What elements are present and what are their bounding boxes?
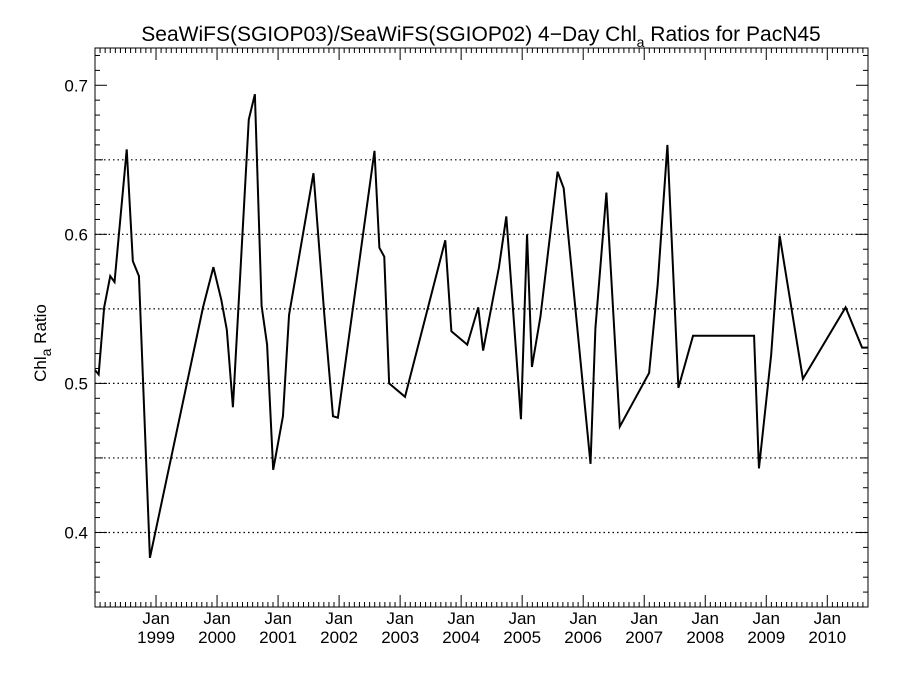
x-tick-month-label: Jan <box>386 609 413 628</box>
y-axis-label-main: Chl <box>31 356 50 382</box>
y-tick-label: 0.7 <box>64 76 88 95</box>
plot-frame <box>94 47 869 608</box>
axis-ticks <box>94 48 869 608</box>
x-tick-month-label: Jan <box>692 609 719 628</box>
x-tick-month-label: Jan <box>447 609 474 628</box>
y-tick-label: 0.4 <box>64 523 88 542</box>
x-tick-year-label: 2005 <box>503 628 541 647</box>
x-tick-year-label: 2002 <box>320 628 358 647</box>
x-tick-month-label: Jan <box>264 609 291 628</box>
x-tick-year-label: 1999 <box>137 628 175 647</box>
x-tick-month-label: Jan <box>631 609 658 628</box>
y-tick-label: 0.5 <box>64 374 88 393</box>
x-tick-year-label: 2001 <box>259 628 297 647</box>
x-tick-year-label: 2007 <box>625 628 663 647</box>
tick-labels: 0.40.50.60.7Jan1999Jan2000Jan2001Jan2002… <box>64 76 846 647</box>
x-tick-year-label: 2006 <box>564 628 602 647</box>
x-tick-month-label: Jan <box>142 609 169 628</box>
x-tick-month-label: Jan <box>508 609 535 628</box>
gridlines <box>95 159 868 534</box>
x-tick-month-label: Jan <box>203 609 230 628</box>
y-tick-label: 0.6 <box>64 225 88 244</box>
x-tick-year-label: 2003 <box>381 628 419 647</box>
chart-title-main: SeaWiFS(SGIOP03)/SeaWiFS(SGIOP02) 4−Day … <box>141 23 636 46</box>
x-tick-month-label: Jan <box>325 609 352 628</box>
chart-title: SeaWiFS(SGIOP03)/SeaWiFS(SGIOP02) 4−Day … <box>141 23 820 50</box>
x-tick-month-label: Jan <box>814 609 841 628</box>
series-layer <box>94 93 868 559</box>
series-line <box>94 93 868 559</box>
x-tick-year-label: 2008 <box>686 628 724 647</box>
x-tick-year-label: 2004 <box>442 628 480 647</box>
x-tick-year-label: 2009 <box>747 628 785 647</box>
chart-title-rest: Ratios for PacN45 <box>644 23 820 46</box>
x-tick-month-label: Jan <box>569 609 596 628</box>
x-tick-year-label: 2000 <box>198 628 236 647</box>
x-tick-year-label: 2010 <box>808 628 846 647</box>
y-axis-label-rest: Ratio <box>31 304 50 348</box>
x-tick-month-label: Jan <box>753 609 780 628</box>
y-axis-label-subscript: a <box>38 348 54 356</box>
y-axis-label: Chla Ratio <box>31 304 54 382</box>
chart-title-subscript: a <box>637 34 645 50</box>
